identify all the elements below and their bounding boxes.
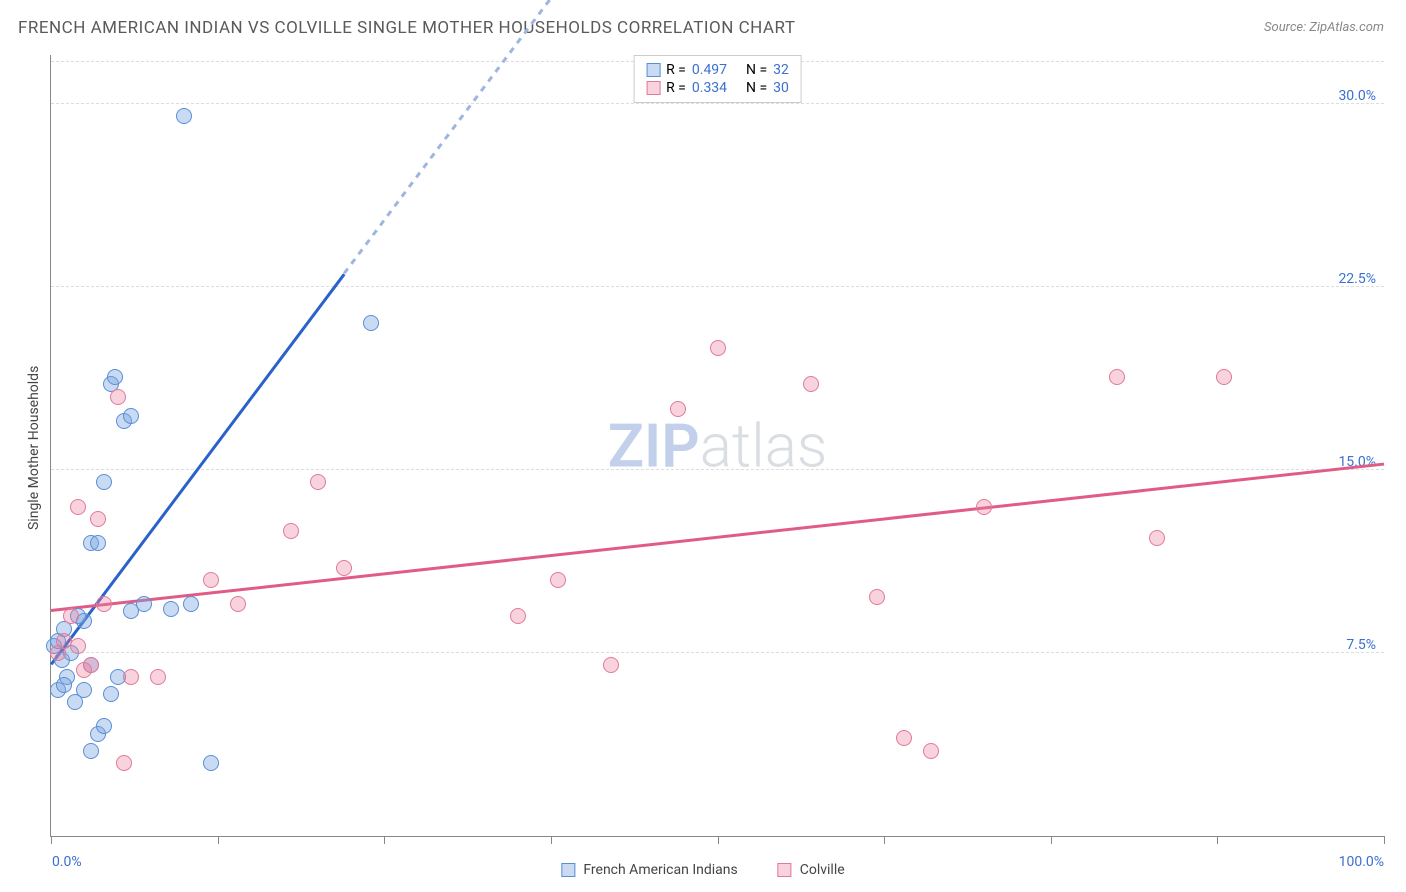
- n-label: N =: [746, 62, 767, 78]
- r-label: R =: [666, 80, 686, 96]
- data-point: [76, 682, 92, 698]
- legend-item-blue: French American Indians: [561, 862, 737, 878]
- data-point: [123, 408, 139, 424]
- data-point: [70, 499, 86, 515]
- data-point: [283, 523, 299, 539]
- data-point: [1149, 530, 1165, 546]
- x-tick: [384, 836, 385, 844]
- data-point: [107, 369, 123, 385]
- source-label: Source: ZipAtlas.com: [1264, 20, 1384, 35]
- legend-item-pink: Colville: [778, 862, 845, 878]
- legend-row-pink: R = 0.334 N = 30: [646, 80, 789, 96]
- trend-line-dashed: [343, 0, 608, 274]
- data-point: [136, 596, 152, 612]
- swatch-pink-icon: [646, 81, 660, 95]
- data-point: [96, 596, 112, 612]
- gridline: [51, 286, 1384, 287]
- y-tick-label: 30.0%: [1338, 88, 1376, 104]
- data-point: [56, 677, 72, 693]
- data-point: [96, 474, 112, 490]
- n-value-blue: 32: [773, 62, 789, 78]
- data-point: [923, 743, 939, 759]
- data-point: [203, 572, 219, 588]
- x-min-label: 0.0%: [52, 854, 82, 870]
- series-name-blue: French American Indians: [583, 862, 737, 878]
- data-point: [116, 755, 132, 771]
- swatch-pink-icon: [778, 863, 792, 877]
- n-label: N =: [746, 80, 767, 96]
- x-tick: [884, 836, 885, 844]
- y-tick-label: 22.5%: [1338, 271, 1376, 287]
- data-point: [363, 315, 379, 331]
- watermark-bold: ZIP: [608, 410, 700, 481]
- data-point: [336, 560, 352, 576]
- x-tick: [1384, 836, 1385, 844]
- legend-row-blue: R = 0.497 N = 32: [646, 62, 789, 78]
- data-point: [110, 389, 126, 405]
- data-point: [203, 755, 219, 771]
- trend-line: [51, 463, 1384, 612]
- data-point: [310, 474, 326, 490]
- chart-area: ZIPatlas R = 0.497 N = 32 R = 0.334 N = …: [50, 55, 1384, 837]
- x-tick: [51, 836, 52, 844]
- data-point: [90, 511, 106, 527]
- x-tick: [551, 836, 552, 844]
- legend-correlation: R = 0.497 N = 32 R = 0.334 N = 30: [633, 55, 802, 103]
- data-point: [550, 572, 566, 588]
- gridline: [51, 652, 1384, 653]
- swatch-blue-icon: [646, 63, 660, 77]
- data-point: [183, 596, 199, 612]
- data-point: [710, 340, 726, 356]
- r-value-blue: 0.497: [692, 62, 727, 78]
- data-point: [976, 499, 992, 515]
- data-point: [803, 376, 819, 392]
- data-point: [1216, 369, 1232, 385]
- data-point: [176, 108, 192, 124]
- data-point: [83, 657, 99, 673]
- gridline: [51, 469, 1384, 470]
- swatch-blue-icon: [561, 863, 575, 877]
- data-point: [896, 730, 912, 746]
- x-tick: [718, 836, 719, 844]
- data-point: [83, 743, 99, 759]
- x-tick: [218, 836, 219, 844]
- data-point: [123, 669, 139, 685]
- series-name-pink: Colville: [800, 862, 845, 878]
- data-point: [70, 638, 86, 654]
- r-label: R =: [666, 62, 686, 78]
- data-point: [96, 718, 112, 734]
- data-point: [869, 589, 885, 605]
- data-point: [63, 608, 79, 624]
- r-value-pink: 0.334: [692, 80, 727, 96]
- watermark: ZIPatlas: [608, 410, 828, 481]
- data-point: [103, 686, 119, 702]
- x-max-label: 100.0%: [1339, 854, 1384, 870]
- data-point: [603, 657, 619, 673]
- data-point: [1109, 369, 1125, 385]
- data-point: [230, 596, 246, 612]
- data-point: [510, 608, 526, 624]
- x-tick: [1051, 836, 1052, 844]
- x-tick: [1217, 836, 1218, 844]
- data-point: [670, 401, 686, 417]
- watermark-rest: atlas: [700, 410, 828, 481]
- y-axis-label: Single Mother Households: [26, 366, 42, 530]
- n-value-pink: 30: [773, 80, 789, 96]
- legend-series: French American Indians Colville: [561, 862, 844, 878]
- data-point: [163, 601, 179, 617]
- data-point: [90, 535, 106, 551]
- y-tick-label: 7.5%: [1346, 637, 1376, 653]
- chart-title: FRENCH AMERICAN INDIAN VS COLVILLE SINGL…: [18, 18, 795, 38]
- data-point: [150, 669, 166, 685]
